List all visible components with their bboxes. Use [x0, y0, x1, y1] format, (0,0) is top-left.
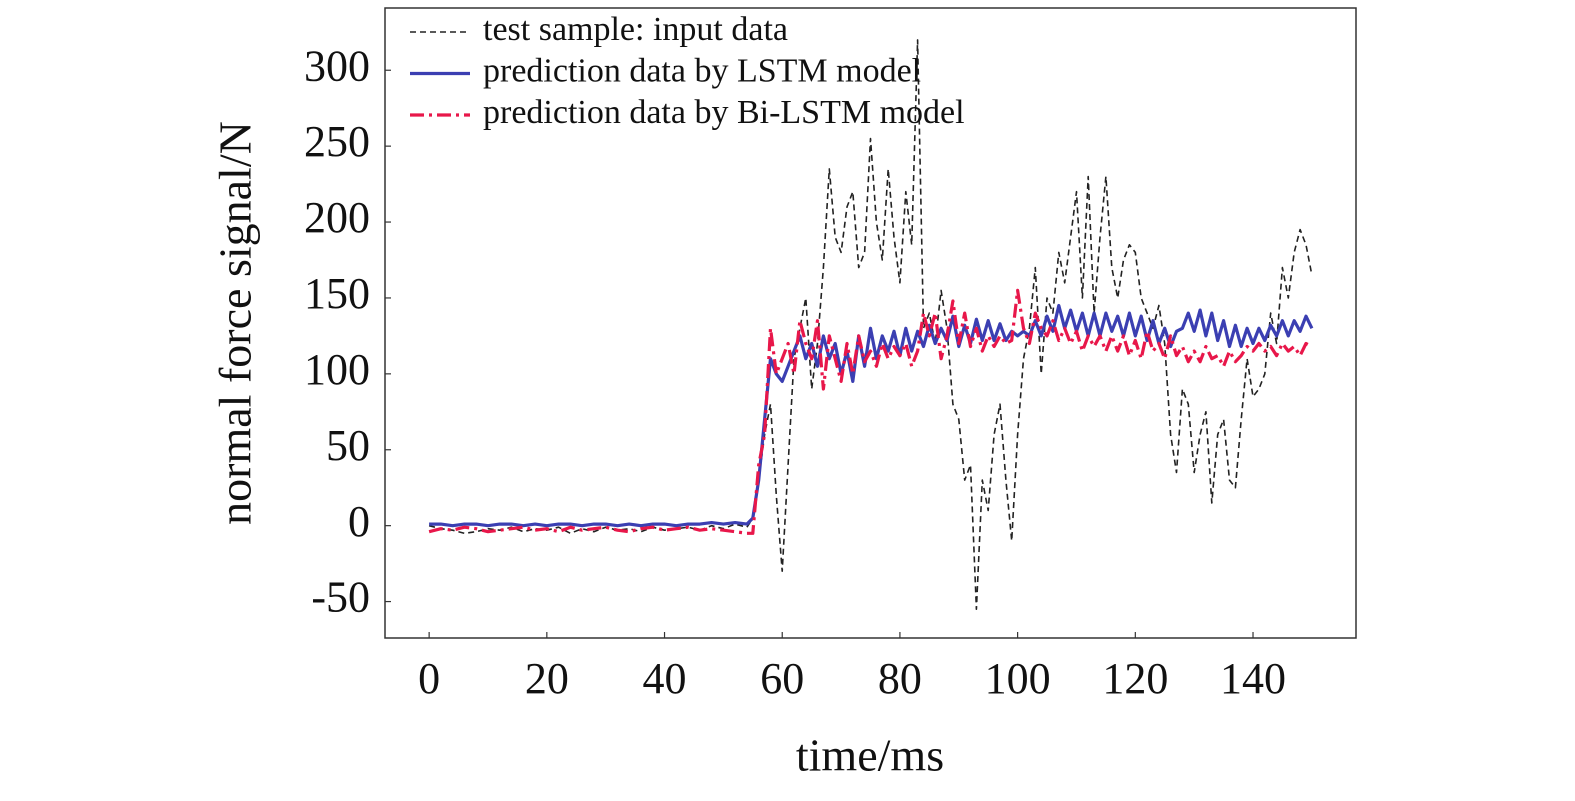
series-line [428, 288, 1313, 535]
y-tick-label: 0 [348, 497, 370, 546]
x-tick-label: 20 [525, 654, 569, 703]
legend-label: prediction data by Bi-LSTM model [483, 94, 965, 131]
y-tick-label: 150 [304, 269, 370, 318]
legend-label: prediction data by LSTM model [483, 52, 921, 89]
y-axis-label: normal force signal/N [210, 121, 261, 525]
y-tick-label: -50 [311, 573, 370, 622]
legend-label: test sample: input data [483, 11, 788, 48]
series-line [429, 303, 1314, 528]
x-axis-label: time/ms [796, 730, 944, 781]
y-tick-label: 250 [304, 117, 370, 166]
y-tick-label: 100 [304, 345, 370, 394]
x-tick-label: 120 [1102, 654, 1168, 703]
x-tick-label: 60 [760, 654, 804, 703]
x-tick-label: 100 [985, 654, 1051, 703]
x-tick-label: 0 [418, 654, 440, 703]
x-tick-label: 140 [1220, 654, 1286, 703]
x-tick-label: 40 [643, 654, 687, 703]
x-tick-label: 80 [878, 654, 922, 703]
y-tick-label: 300 [304, 41, 370, 90]
y-tick-label: 50 [326, 421, 370, 470]
y-tick-label: 200 [304, 193, 370, 242]
plot-frame [384, 7, 1357, 639]
